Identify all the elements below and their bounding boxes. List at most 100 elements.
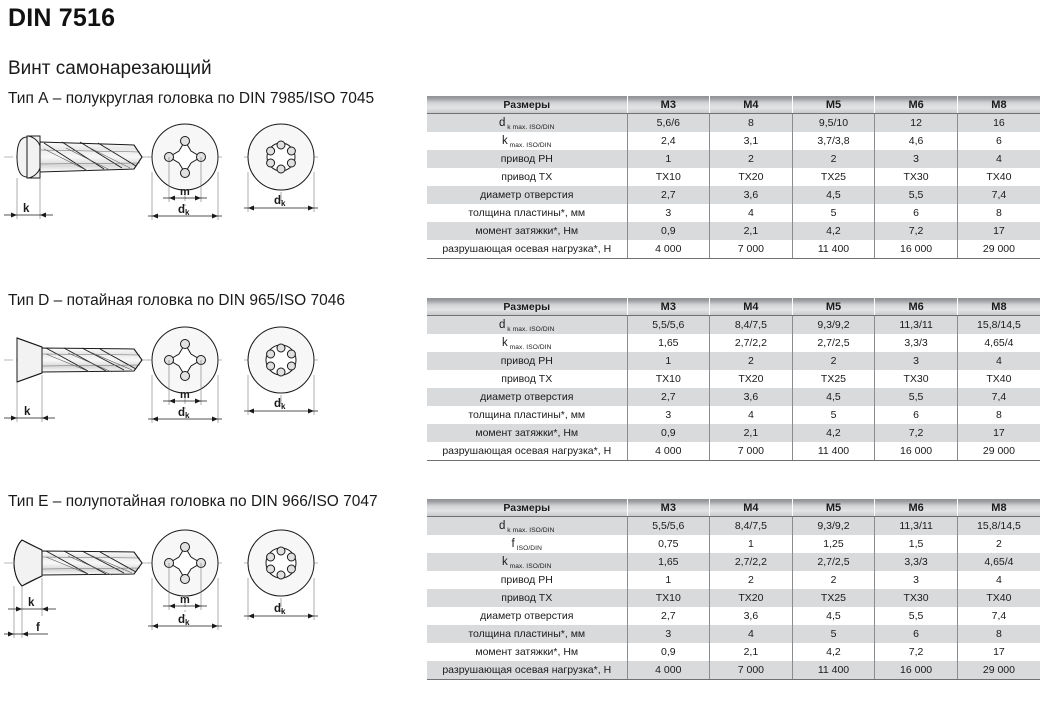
column-header-m8: M8 <box>957 298 1040 316</box>
cell-m5: 11 400 <box>792 240 876 259</box>
table-row: момент затяжки*, Нм 0,9 2,1 4,2 7,2 17 <box>427 424 1040 442</box>
table-row: k max. ISO/DIN 1,65 2,7/2,2 2,7/2,5 3,3/3 4,6… <box>427 553 1040 571</box>
row-label: разрушающая осевая нагрузка*, Н <box>427 240 628 259</box>
cell-m3: 0,75 <box>627 535 711 553</box>
cell-m6: TX30 <box>874 168 958 186</box>
cell-m4: 2 <box>709 352 793 370</box>
column-header-label: Размеры <box>427 298 628 316</box>
column-header-m6: M6 <box>874 499 958 517</box>
row-label: толщина пластины*, мм <box>427 625 628 643</box>
cell-m4: 8,4/7,5 <box>709 315 793 334</box>
column-header-m3: M3 <box>627 298 711 316</box>
row-label: диаметр отверстия <box>427 186 628 204</box>
cell-m5: 4,5 <box>792 186 876 204</box>
table-row: диаметр отверстия 2,7 3,6 4,5 5,5 7,4 <box>427 607 1040 625</box>
drawing-type-d: k m dk dk <box>0 315 330 440</box>
table-row: толщина пластины*, мм 3 4 5 6 8 <box>427 625 1040 643</box>
table-row: d k max. ISO/DIN 5,5/5,6 8,4/7,5 9,3/9,2 11,… <box>427 315 1040 334</box>
row-label: момент затяжки*, Нм <box>427 222 628 240</box>
cell-m3: 2,7 <box>627 388 711 406</box>
table-row: d k max. ISO/DIN 5,6/6 8 9,5/10 12 16 <box>427 113 1040 132</box>
cell-m6: 16 000 <box>874 442 958 461</box>
cell-m8: 8 <box>957 204 1040 222</box>
cell-m5: 9,3/9,2 <box>792 516 876 535</box>
row-label: привод PH <box>427 352 628 370</box>
cell-m3: 2,7 <box>627 186 711 204</box>
cell-m4: 1 <box>709 535 793 553</box>
cell-m6: TX30 <box>874 589 958 607</box>
cell-m5: 4,2 <box>792 222 876 240</box>
row-label: диаметр отверстия <box>427 388 628 406</box>
cell-m8: 7,4 <box>957 607 1040 625</box>
cell-m5: 9,5/10 <box>792 113 876 132</box>
spec-table-type-a: Размеры M3 M4 M5 M6 M8 d k max. ISO/DIN 5,6/6 8… <box>427 96 1040 259</box>
cell-m4: TX20 <box>709 589 793 607</box>
cell-m8: 4 <box>957 150 1040 168</box>
cell-m3: 5,5/5,6 <box>627 315 711 334</box>
column-header-label: Размеры <box>427 499 628 517</box>
cell-m3: 4 000 <box>627 442 711 461</box>
cell-m8: TX40 <box>957 168 1040 186</box>
cell-m6: 12 <box>874 113 958 132</box>
row-label: k max. ISO/DIN <box>427 334 628 352</box>
table-row: привод PH 1 2 2 3 4 <box>427 352 1040 370</box>
row-label: диаметр отверстия <box>427 607 628 625</box>
cell-m3: 0,9 <box>627 643 711 661</box>
cell-m3: 4 000 <box>627 240 711 259</box>
cell-m8: 6 <box>957 132 1040 150</box>
cell-m4: 8,4/7,5 <box>709 516 793 535</box>
cell-m8: 15,8/14,5 <box>957 315 1040 334</box>
cell-m6: 6 <box>874 625 958 643</box>
cell-m4: TX20 <box>709 370 793 388</box>
cell-m8: 4,65/4 <box>957 553 1040 571</box>
dim-label-m-d: m <box>180 389 190 401</box>
cell-m8: 16 <box>957 113 1040 132</box>
cell-m4: TX20 <box>709 168 793 186</box>
table-row: толщина пластины*, мм 3 4 5 6 8 <box>427 204 1040 222</box>
row-label: k max. ISO/DIN <box>427 132 628 150</box>
cell-m8: 4 <box>957 571 1040 589</box>
cell-m3: 1 <box>627 571 711 589</box>
cell-m4: 3,6 <box>709 186 793 204</box>
column-header-m3: M3 <box>627 499 711 517</box>
cell-m6: 3 <box>874 352 958 370</box>
cell-m8: TX40 <box>957 370 1040 388</box>
table-row: привод TX TX10 TX20 TX25 TX30 TX40 <box>427 370 1040 388</box>
cell-m3: 1 <box>627 150 711 168</box>
cell-m4: 7 000 <box>709 442 793 461</box>
cell-m6: 1,5 <box>874 535 958 553</box>
cell-m5: 9,3/9,2 <box>792 315 876 334</box>
table-row: привод TX TX10 TX20 TX25 TX30 TX40 <box>427 168 1040 186</box>
cell-m4: 7 000 <box>709 661 793 680</box>
cell-m5: 11 400 <box>792 661 876 680</box>
cell-m4: 2 <box>709 150 793 168</box>
table-row: d k max. ISO/DIN 5,5/5,6 8,4/7,5 9,3/9,2 11,… <box>427 516 1040 535</box>
cell-m4: 2,7/2,2 <box>709 553 793 571</box>
cell-m6: 3,3/3 <box>874 334 958 352</box>
cell-m5: 2 <box>792 150 876 168</box>
cell-m4: 2,1 <box>709 424 793 442</box>
cell-m3: 0,9 <box>627 424 711 442</box>
row-label: k max. ISO/DIN <box>427 553 628 571</box>
cell-m8: 7,4 <box>957 186 1040 204</box>
dim-label-m-a: m <box>180 186 190 198</box>
table-row: диаметр отверстия 2,7 3,6 4,5 5,5 7,4 <box>427 388 1040 406</box>
page-title: DIN 7516 <box>8 4 116 32</box>
cell-m6: 3,3/3 <box>874 553 958 571</box>
cell-m6: 6 <box>874 204 958 222</box>
column-header-m8: M8 <box>957 499 1040 517</box>
cell-m6: 7,2 <box>874 643 958 661</box>
cell-m5: TX25 <box>792 589 876 607</box>
table-row: f ISO/DIN 0,75 1 1,25 1,5 2 <box>427 535 1040 553</box>
cell-m4: 3,6 <box>709 607 793 625</box>
table-row: k max. ISO/DIN 2,4 3,1 3,7/3,8 4,6 6 <box>427 132 1040 150</box>
cell-m6: 3 <box>874 150 958 168</box>
cell-m5: 2 <box>792 352 876 370</box>
cell-m3: 3 <box>627 204 711 222</box>
cell-m6: 6 <box>874 406 958 424</box>
cell-m4: 3,6 <box>709 388 793 406</box>
cell-m3: 5,6/6 <box>627 113 711 132</box>
